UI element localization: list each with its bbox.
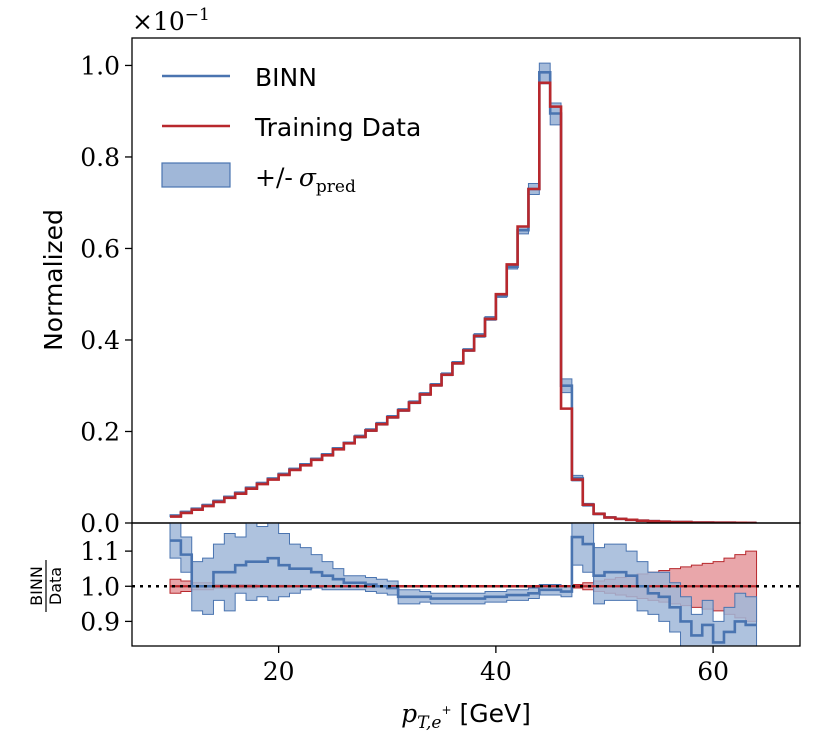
- ratio-panel: 0.9 1.0 1.1 20 40 60 BINN Data pT,e+ [GeV]: [27, 522, 801, 733]
- legend-training-label: Training Data: [254, 113, 421, 142]
- main-y-tick-label: 1.0: [80, 51, 120, 80]
- legend-binn-label: BINN: [255, 63, 317, 92]
- binn-ratio-band: [169, 523, 758, 646]
- ratio-label-numerator: BINN: [27, 566, 46, 606]
- legend-band-swatch: [161, 162, 231, 188]
- training-data-histogram-line: [170, 81, 757, 523]
- legend: BINN Training Data +/- σpred: [161, 63, 421, 197]
- y-axis-label: Normalized: [39, 209, 68, 351]
- x-axis-label: pT,e+ [GeV]: [401, 699, 531, 733]
- main-y-tick-label: 0.2: [80, 417, 120, 446]
- ratio-y-tick-label: 1.0: [80, 572, 120, 601]
- ratio-label-denominator: Data: [46, 567, 65, 605]
- main-panel: 0.0 0.2 0.4 0.6 0.8 1.0 ×10−1 Normalized BINN…: [39, 5, 801, 538]
- main-y-tick-label: 0.0: [80, 509, 120, 538]
- legend-band-label: +/- σpred: [255, 163, 356, 197]
- main-y-tick-label: 0.6: [80, 234, 120, 263]
- x-tick-label: 20: [263, 657, 295, 686]
- binn-ratio-line: [170, 535, 757, 644]
- main-y-tick-label: 0.4: [80, 326, 120, 355]
- ratio-plot-frame: [131, 522, 801, 647]
- x-tick-label: 60: [697, 657, 729, 686]
- ratio-y-tick-label: 0.9: [80, 607, 120, 636]
- main-y-tick-label: 0.8: [80, 143, 120, 172]
- y-scale-factor: ×10−1: [132, 5, 210, 36]
- x-tick-label: 40: [480, 657, 512, 686]
- ratio-y-tick-label: 1.1: [80, 537, 120, 566]
- main-plot-frame: [131, 37, 801, 524]
- ratio-y-axis-label: BINN Data: [27, 560, 65, 612]
